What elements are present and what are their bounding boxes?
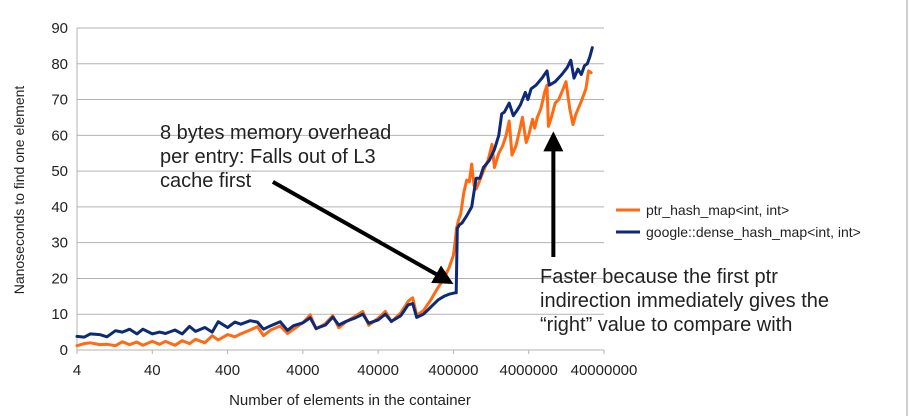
y-tick-label: 30 — [51, 235, 68, 252]
y-tick-label: 80 — [51, 56, 68, 73]
x-tick-label: 4000 — [286, 362, 319, 379]
x-tick-label: 40 — [144, 362, 161, 379]
legend-label: ptr_hash_map<int, int> — [646, 202, 789, 218]
annotation-text-line: indirection immediately gives the — [540, 290, 829, 312]
annotation-text-line: cache first — [160, 170, 252, 192]
series-line-2 — [75, 46, 594, 339]
x-tick-label: 4 — [73, 362, 81, 379]
series-line-1 — [75, 69, 593, 348]
legend: ptr_hash_map<int, int>google::dense_hash… — [616, 202, 861, 240]
y-tick-label: 90 — [51, 20, 68, 37]
frame-edge — [906, 0, 908, 416]
y-tick-label: 50 — [51, 163, 68, 180]
x-tick-label: 400 — [215, 362, 240, 379]
y-axis-label: Nanoseconds to find one element — [11, 86, 27, 295]
annotation-arrow-1 — [271, 180, 454, 284]
x-axis-label: Number of elements in the container — [229, 392, 471, 409]
series-lines — [75, 46, 594, 348]
y-tick-label: 70 — [51, 92, 68, 109]
x-tick-label: 40000000 — [571, 362, 638, 379]
y-tick-label: 0 — [60, 342, 68, 359]
legend-label: google::dense_hash_map<int, int> — [646, 224, 861, 240]
annotation-text-line: 8 bytes memory overhead — [160, 122, 391, 144]
y-tick-label: 10 — [51, 306, 68, 323]
axes — [76, 28, 605, 354]
grid-lines — [77, 27, 604, 315]
annotation-text-line: per entry: Falls out of L3 — [160, 146, 376, 168]
x-tick-label: 40000 — [357, 362, 399, 379]
tick-labels: 0 10 20 30 40 50 60 70 80 90 4 40 400 4000 40000 400000… — [51, 20, 637, 379]
annotation-text-line: Faster because the first ptr — [540, 266, 778, 288]
y-tick-label: 60 — [51, 127, 68, 144]
x-tick-label: 400000 — [428, 362, 478, 379]
x-tick-label: 4000000 — [500, 362, 558, 379]
y-tick-label: 40 — [51, 199, 68, 216]
annotation-text-line: “right” value to compare with — [540, 314, 792, 336]
y-tick-label: 20 — [51, 270, 68, 287]
